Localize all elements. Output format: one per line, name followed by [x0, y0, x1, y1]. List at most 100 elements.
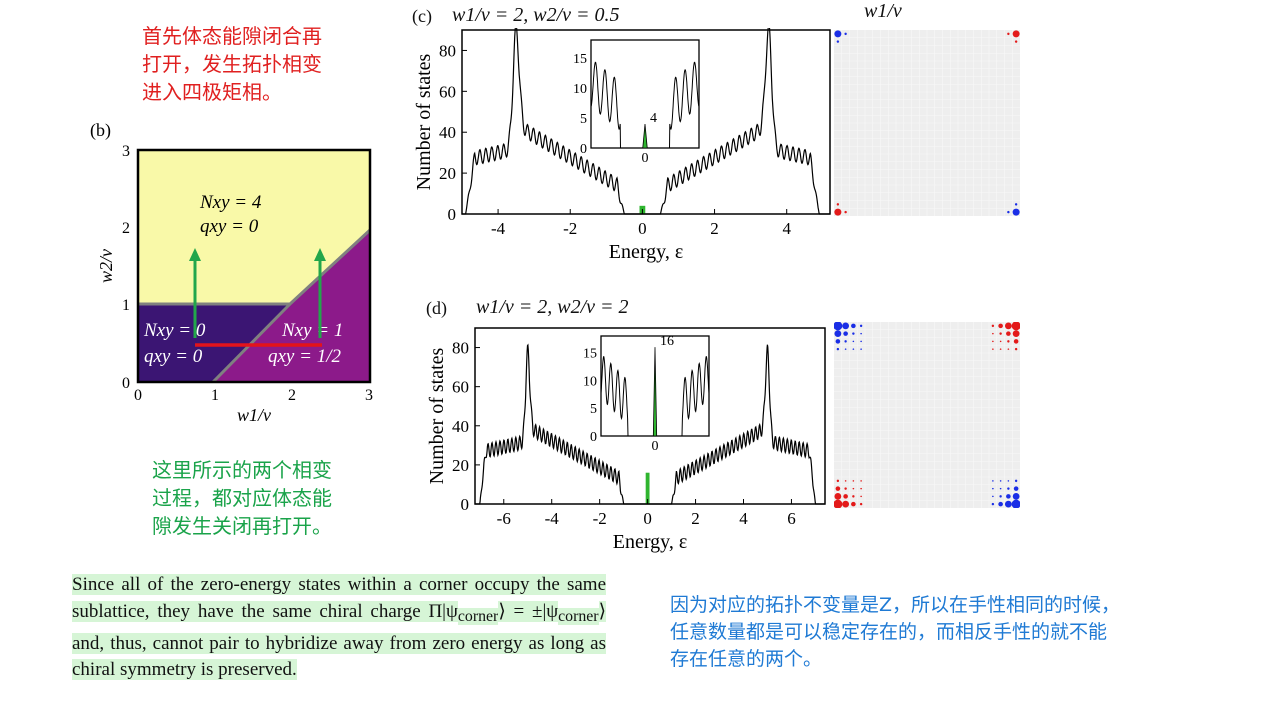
middle-note-line: 隙发生关闭再打开。: [152, 514, 332, 538]
y-tick: 2: [122, 220, 130, 237]
x-tick-label: 2: [710, 219, 719, 238]
inset-y-tick: 15: [583, 347, 597, 362]
right-note-line: 任意数量都是可以稳定存在的，而相反手性的就不能: [670, 621, 1108, 643]
corner-state-dot: [1014, 479, 1018, 483]
panel-d-label: (d): [426, 298, 447, 318]
paper-excerpt: Since all of the zero-energy states with…: [72, 572, 606, 684]
corner-state-dot: [1007, 210, 1010, 214]
corner-state-dot: [1014, 203, 1018, 206]
right-note-line: 因为对应的拓扑不变量是Z，所以在手性相同的时候，: [670, 594, 1121, 616]
plot-frame: [474, 327, 826, 505]
x-tick: 2: [288, 387, 296, 404]
x-tick-label: -6: [497, 509, 511, 528]
excerpt-subscript: corner: [457, 608, 499, 626]
corner-state-dot: [1012, 30, 1020, 38]
corner-state-dot: [998, 323, 1003, 329]
arrow-head: [314, 248, 326, 261]
inset-y-tick: 5: [590, 402, 597, 417]
region-label: Nxy = 0: [143, 320, 206, 341]
x-tick-label: 6: [787, 509, 796, 528]
corner-state-dot: [999, 340, 1002, 343]
corner-state-dot: [1006, 331, 1011, 336]
inset-y-tick: 10: [573, 82, 587, 97]
x-tick: 1: [211, 387, 219, 404]
inset-y-tick: 5: [580, 112, 587, 127]
y-tick-label: 60: [452, 378, 469, 397]
x-tick-label: 2: [691, 509, 700, 528]
corner-state-dot: [852, 340, 855, 343]
corner-state-dot: [836, 479, 840, 483]
corner-state-dot: [836, 347, 840, 351]
x-tick-label: -4: [545, 509, 560, 528]
corner-state-dot: [992, 487, 994, 490]
inset-peak-label: 4: [650, 111, 657, 126]
corner-state-dot: [844, 487, 847, 490]
corner-state-dot: [1012, 492, 1020, 500]
corner-state-dot: [859, 324, 863, 328]
region-trivial: [138, 304, 290, 382]
corner-state-dot: [844, 348, 847, 350]
y-tick-label: 80: [452, 339, 469, 358]
corner-state-dot: [852, 348, 855, 350]
right-note-line: 存在任意的两个。: [670, 648, 823, 670]
corner-state-dot: [992, 495, 994, 498]
corner-state-dot: [1007, 340, 1010, 343]
corner-state-dot: [992, 332, 994, 335]
corner-state-dot: [836, 203, 840, 206]
corner-state-dot: [991, 324, 995, 328]
corner-state-dot: [835, 339, 841, 344]
phase-boundary: [211, 302, 292, 384]
corner-state-dot: [834, 499, 843, 508]
x-tick-label: -2: [563, 219, 577, 238]
corner-state-dot: [852, 480, 855, 482]
region-label: qxy = 0: [144, 346, 203, 367]
zero-energy-peak: [645, 472, 650, 504]
corner-state-dot: [859, 502, 863, 506]
region-label: Nxy = 4: [199, 192, 262, 213]
excerpt-text: ⟩ = ±|ψ: [498, 600, 559, 622]
corner-state-dot: [1011, 499, 1020, 508]
corner-state-dot: [842, 500, 850, 508]
corner-state-dot: [1012, 330, 1020, 338]
inset-y-tick: 0: [580, 142, 587, 157]
middle-note-line: 过程，都对应体态能: [152, 486, 332, 510]
middle-note: 这里所示的两个相变 过程，都对应体态能 隙发生关闭再打开。: [152, 456, 332, 540]
corner-state-dot: [834, 330, 842, 338]
corner-state-dot: [1004, 322, 1012, 330]
panel-c-label: (c): [412, 6, 432, 26]
inset-y-tick: 0: [590, 430, 597, 445]
arrow-head: [189, 248, 201, 261]
top-note-line: 进入四极矩相。: [142, 80, 282, 104]
corner-state-dot: [851, 501, 856, 507]
corner-state-dot: [852, 487, 855, 490]
corner-state-dot: [834, 208, 842, 216]
corner-state-dot: [992, 480, 994, 482]
x-tick: 0: [134, 387, 142, 404]
corner-state-dot: [998, 501, 1003, 507]
corner-state-dot: [860, 332, 862, 335]
corner-state-dot: [844, 480, 847, 482]
x-axis-label: Energy, ε: [613, 531, 688, 553]
x-tick: 3: [365, 387, 373, 404]
y-tick: 1: [122, 297, 130, 314]
corner-state-dot: [860, 487, 862, 490]
top-note-line: 首先体态能隙闭合再: [142, 24, 322, 48]
corner-state-dot: [1007, 348, 1010, 350]
corner-state-dot: [860, 348, 862, 350]
corner-state-dot: [844, 32, 847, 36]
y-tick-label: 80: [439, 41, 456, 60]
phase-diagram: (b) 0 1 2 3 0 1 2 3 w1/v w2/v Nxy = 4 qx…: [90, 120, 373, 425]
inset-zero-peak: [652, 347, 658, 437]
y-tick-label: 60: [439, 82, 456, 101]
corner-state-dot: [842, 322, 850, 330]
corner-state-dot: [860, 495, 862, 498]
corner-state-dot: [1013, 339, 1019, 344]
corner-map-title: w1/v: [864, 0, 902, 22]
corner-state-dot: [1014, 40, 1018, 43]
corner-state-dot: [991, 502, 995, 506]
corner-state-dot: [992, 340, 994, 343]
corner-state-dot: [999, 495, 1002, 498]
corner-state-dot: [844, 210, 847, 214]
region-label: qxy = 1/2: [268, 346, 341, 367]
